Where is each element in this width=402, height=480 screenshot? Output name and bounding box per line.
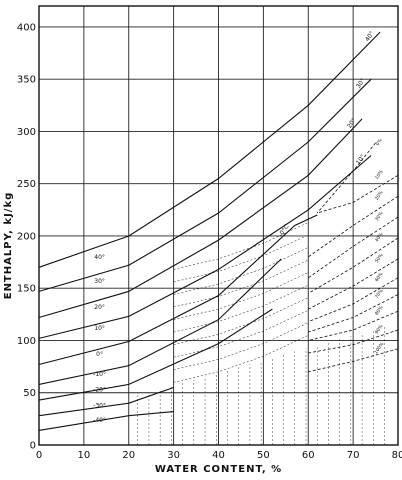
hatch-line	[173, 247, 309, 295]
frozen-fraction-line	[308, 310, 399, 341]
temperature-label: 10°	[355, 153, 367, 166]
temperature-label: -40°	[93, 417, 106, 424]
isotherm-line	[38, 118, 363, 319]
hatch-line	[173, 222, 309, 270]
hatch-line	[173, 322, 309, 370]
tick-labels-layer: 0 10 20 30 40 50 60 70 80 0 50 100 150 200 250 300 350 40…	[17, 22, 402, 461]
percent-label: 60%	[374, 271, 385, 283]
percent-label: 20%	[374, 189, 385, 201]
x-tick-label: 20	[122, 450, 135, 461]
temperature-label: 10°	[94, 325, 105, 332]
hatch-line	[173, 234, 309, 283]
temperature-label: 40°	[94, 254, 105, 261]
temperature-label: 30°	[94, 278, 105, 285]
temperature-label: 40°	[364, 30, 376, 43]
x-tick-label: 0	[36, 450, 42, 461]
frozen-fraction-line	[308, 258, 399, 310]
y-tick-label: 350	[17, 75, 36, 86]
isotherm-line	[38, 411, 174, 431]
annotations-layer: 40° 30° 20° 10° 0° -10° -20° -30° -40° 40° 30° 20° 1…	[93, 30, 386, 424]
hatch-line	[173, 259, 309, 308]
isotherm-line	[38, 258, 282, 385]
frozen-fraction-line	[308, 329, 399, 354]
hatch-line	[173, 284, 309, 333]
x-tick-label: 80	[392, 450, 402, 461]
temperature-label: 20°	[346, 117, 358, 130]
temperature-label: 0°	[96, 351, 103, 358]
plot-frame	[38, 5, 399, 446]
grid-layer	[38, 6, 399, 446]
y-tick-label: 100	[17, 336, 36, 347]
temperature-label: 0°C	[279, 223, 291, 236]
frozen-fraction-line	[308, 294, 399, 333]
x-tick-label: 30	[167, 450, 180, 461]
percent-label: 70%	[374, 288, 385, 300]
isotherm-line	[38, 386, 174, 417]
y-tick-label: 200	[17, 231, 36, 242]
percent-label: 50%	[374, 252, 385, 264]
hatch-line	[173, 272, 309, 320]
frozen-fraction-line	[308, 216, 399, 279]
temperature-label: 20°	[94, 304, 105, 311]
percent-label: 0%	[375, 137, 384, 147]
temperature-label: -20°	[93, 387, 106, 394]
frozen-fraction-line	[308, 277, 399, 323]
percent-label: 30%	[374, 210, 385, 222]
y-tick-label: 250	[17, 179, 36, 190]
percent-label: 40%	[374, 231, 385, 243]
percent-label: 10%	[374, 168, 385, 180]
frozen-fraction-line	[317, 174, 399, 214]
x-axis-label: WATER CONTENT, %	[155, 464, 282, 475]
frozen-fraction-line	[316, 142, 376, 214]
y-tick-label: 400	[17, 22, 36, 33]
percent-label: 80%	[374, 304, 385, 316]
isotherm-line	[38, 214, 318, 366]
hatch-line	[173, 309, 309, 358]
x-tick-label: 10	[78, 450, 91, 461]
percent-label: 100%	[373, 341, 386, 356]
frozen-fraction-line	[308, 195, 399, 258]
curves-layer	[38, 31, 399, 445]
x-tick-label: 40	[212, 450, 225, 461]
hatch-line	[173, 335, 309, 383]
x-tick-label: 70	[347, 450, 360, 461]
x-tick-label: 50	[257, 450, 270, 461]
isotherm-line	[38, 78, 372, 292]
frozen-fraction-line	[308, 348, 399, 373]
isotherm-line	[38, 31, 381, 268]
y-axis-label: ENTHALPY, kJ/kg	[3, 192, 14, 300]
isotherm-line	[38, 155, 372, 339]
temperature-label: -30°	[93, 402, 106, 409]
hatch-line	[173, 297, 309, 345]
y-tick-label: 150	[17, 284, 36, 295]
frozen-fraction-line	[308, 237, 399, 294]
isotherm-line	[38, 308, 273, 401]
temperature-label: -10°	[93, 371, 106, 378]
temperature-label: 30°	[355, 77, 367, 90]
y-tick-label: 50	[23, 388, 36, 399]
y-tick-label: 0	[30, 441, 36, 452]
percent-label: 90%	[374, 323, 385, 335]
x-tick-label: 60	[302, 450, 315, 461]
y-tick-label: 300	[17, 127, 36, 138]
